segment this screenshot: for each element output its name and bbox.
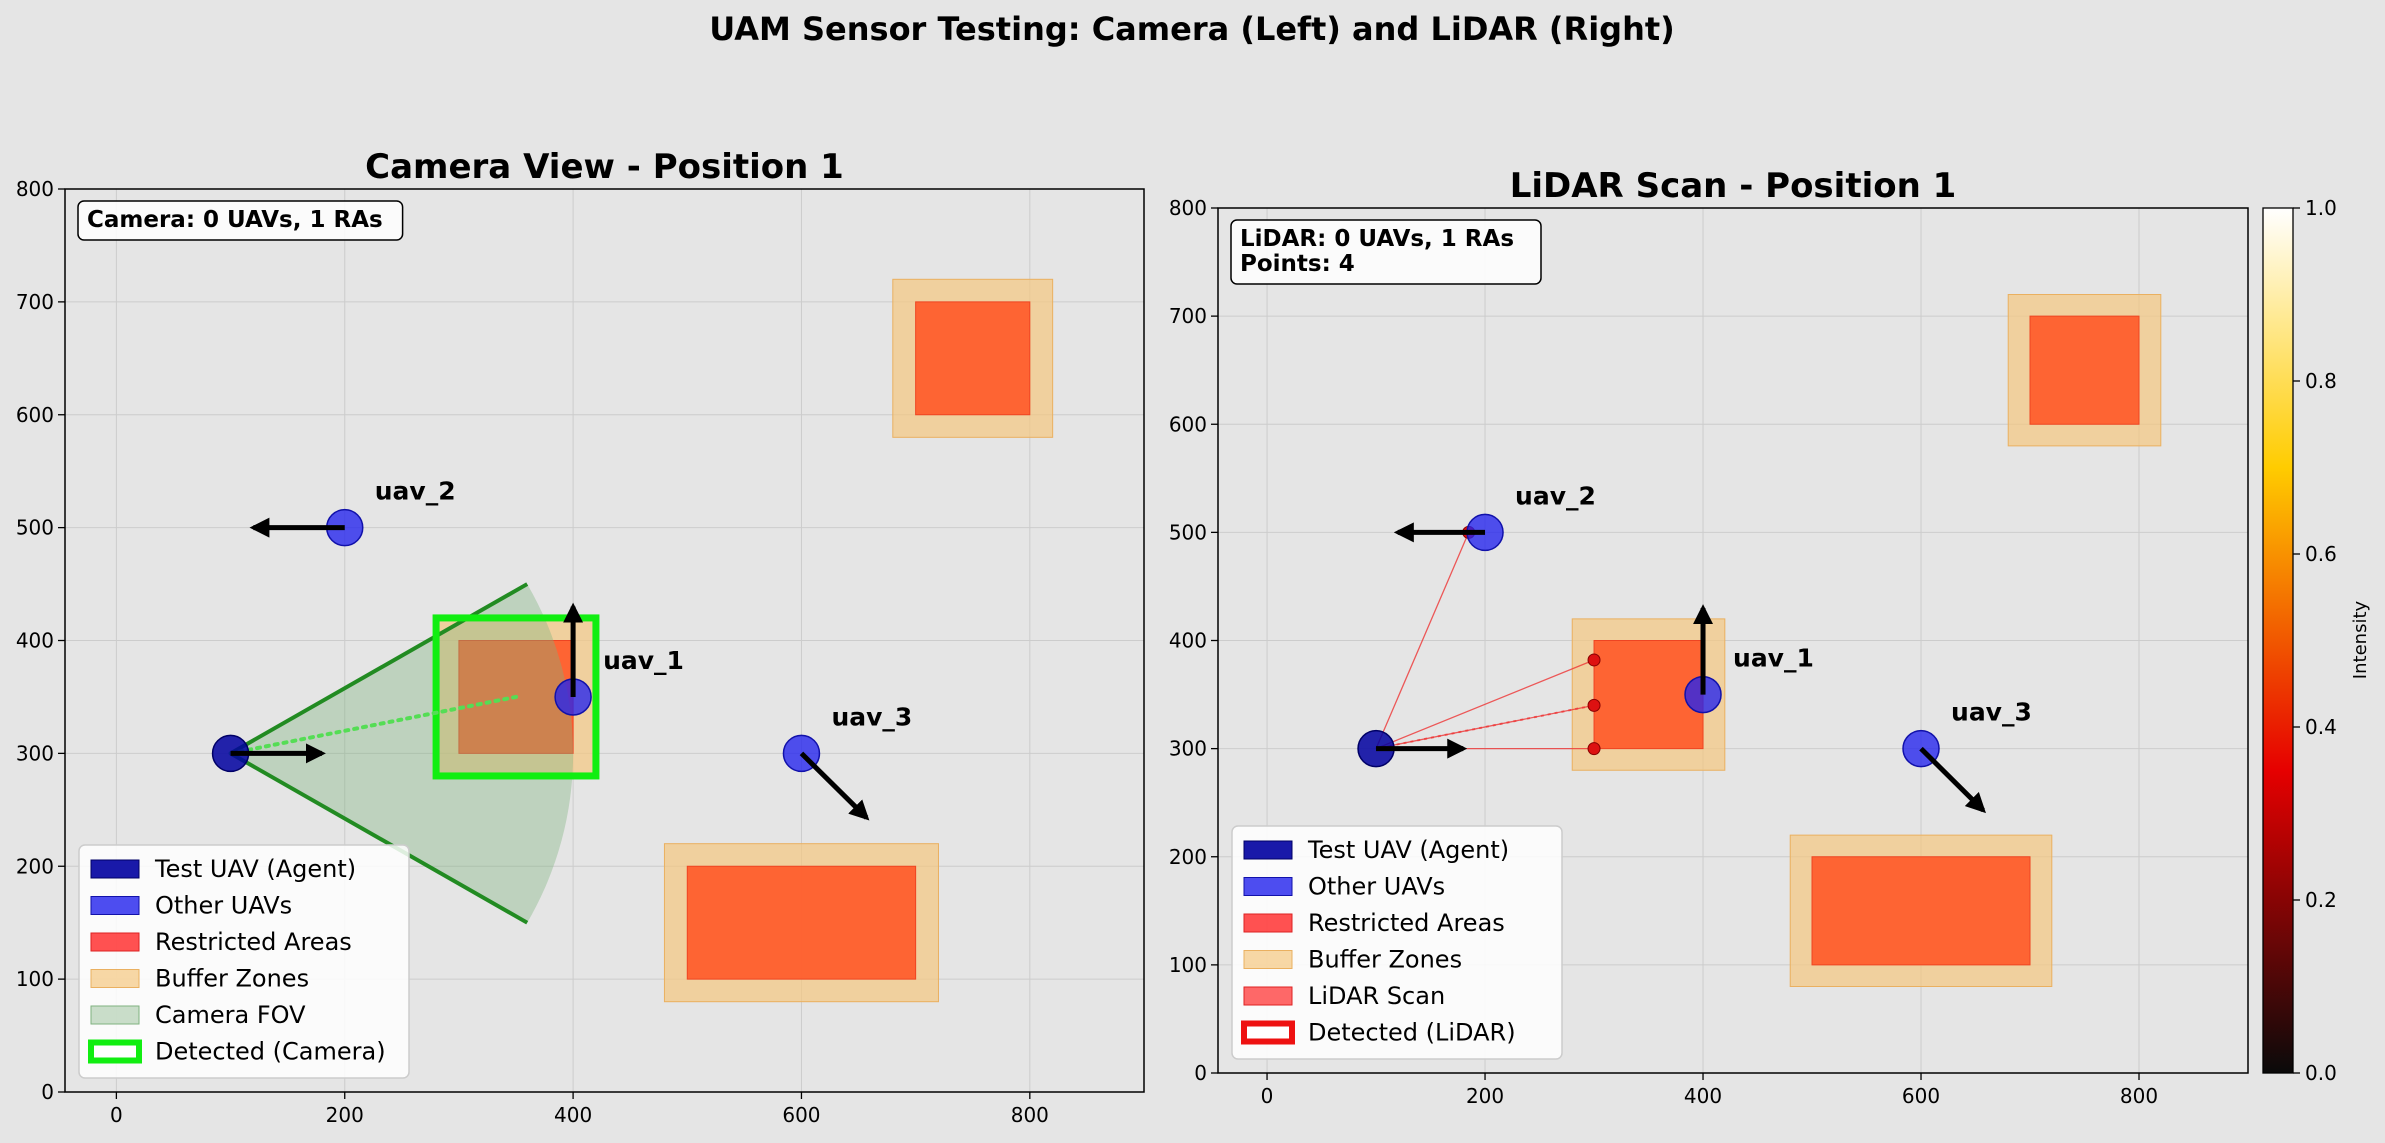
fov-edge-lower — [229, 751, 529, 925]
y-tick-label: 200 — [1169, 845, 1207, 869]
legend-label: Other UAVs — [155, 892, 292, 920]
y-tick-label: 300 — [1169, 737, 1207, 761]
camera-fov-sector — [230, 584, 574, 923]
info-text: Points: 4 — [1240, 251, 1355, 277]
uav-label: uav_3 — [831, 702, 912, 731]
uav-heading-arrow — [1919, 746, 1986, 814]
legend-label: Restricted Areas — [1308, 909, 1505, 937]
legend-label: Buffer Zones — [1308, 946, 1462, 974]
legend-label: Detected (Camera) — [155, 1038, 386, 1066]
colorbar-label: Intensity — [2350, 600, 2371, 679]
legend-swatch — [90, 969, 140, 988]
y-tick-label: 700 — [16, 290, 54, 314]
legend-box — [78, 844, 410, 1079]
panel-title: LiDAR Scan - Position 1 — [1510, 166, 1957, 206]
x-tick-label: 200 — [1466, 1084, 1504, 1108]
colorbar-tick-label: 0.4 — [2305, 715, 2337, 739]
colorbar-tick-label: 0.8 — [2305, 369, 2337, 393]
x-tick-label: 800 — [2120, 1084, 2158, 1108]
restricted-area — [915, 301, 1031, 416]
lidar-ray — [1375, 659, 1595, 750]
x-tick-label: 0 — [1261, 1084, 1274, 1108]
legend-swatch — [88, 1039, 142, 1064]
lidar-ray — [1375, 532, 1470, 749]
legend-swatch — [90, 932, 140, 952]
y-tick-label: 0 — [1194, 1061, 1207, 1085]
legend-label: Detected (LiDAR) — [1308, 1019, 1516, 1047]
uav-label: uav_2 — [375, 477, 456, 506]
legend-swatch — [90, 1005, 140, 1025]
uav-label: uav_1 — [1733, 644, 1814, 673]
info-box — [77, 200, 404, 241]
lidar-scan-panel: uav_1 uav_2 uav_3 0 200 400 600 800 0 100 200 300 40… — [1169, 166, 2249, 1108]
y-tick-label: 400 — [16, 629, 54, 653]
y-tick-label: 600 — [16, 403, 54, 427]
restricted-area — [2029, 315, 2140, 425]
legend-label: LiDAR Scan — [1308, 982, 1445, 1010]
legend-label: Restricted Areas — [155, 928, 352, 956]
legend-swatch — [90, 896, 140, 915]
lidar-ray-dotted — [1375, 704, 1595, 750]
lidar-point — [1587, 742, 1601, 756]
legend-label: Buffer Zones — [155, 965, 309, 993]
legend-swatch — [1243, 840, 1293, 860]
colorbar-tick-label: 1.0 — [2305, 196, 2337, 220]
y-tick-label: 700 — [1169, 304, 1207, 328]
y-tick-label: 300 — [16, 741, 54, 765]
legend-box — [1231, 825, 1563, 1060]
camera-view-panel: uav_1 uav_2 uav_3 0 200 400 600 800 0 100 200 300 40… — [16, 147, 1145, 1127]
legend-swatch — [1243, 877, 1293, 896]
y-tick-label: 200 — [16, 854, 54, 878]
y-tick-label: 800 — [1169, 196, 1207, 220]
detected-box — [432, 614, 600, 780]
panel-title: Camera View - Position 1 — [365, 147, 844, 187]
x-tick-label: 0 — [110, 1103, 123, 1127]
x-tick-label: 400 — [1684, 1084, 1722, 1108]
legend-swatch — [90, 859, 140, 879]
legend-swatch — [1241, 1020, 1295, 1045]
uav-label: uav_2 — [1515, 481, 1596, 510]
y-tick-label: 500 — [1169, 520, 1207, 544]
y-tick-label: 400 — [1169, 629, 1207, 653]
y-tick-label: 600 — [1169, 412, 1207, 436]
colorbar-tick-label: 0.2 — [2305, 888, 2337, 912]
uav-label: uav_3 — [1951, 698, 2032, 727]
legend-swatch — [1243, 986, 1293, 1006]
info-text: Camera: 0 UAVs, 1 RAs — [87, 207, 383, 233]
colorbar-tick-label: 0.6 — [2305, 542, 2337, 566]
y-tick-label: 100 — [16, 967, 54, 991]
detection-ray — [228, 694, 519, 756]
lidar-point — [1587, 653, 1601, 667]
uav-heading-arrow — [799, 751, 870, 821]
legend-label: Test UAV (Agent) — [1307, 836, 1509, 864]
x-tick-label: 200 — [326, 1103, 364, 1127]
legend-label: Test UAV (Agent) — [154, 855, 356, 883]
legend-swatch — [1243, 950, 1293, 969]
colorbar-gradient — [2262, 207, 2294, 1074]
restricted-area — [686, 865, 917, 980]
legend-label: Other UAVs — [1308, 873, 1445, 901]
uav-label: uav_1 — [603, 646, 684, 675]
x-tick-label: 400 — [554, 1103, 592, 1127]
legend-label: Camera FOV — [155, 1001, 306, 1029]
y-tick-label: 800 — [16, 177, 54, 201]
y-tick-label: 100 — [1169, 953, 1207, 977]
colorbar-tick-label: 0.0 — [2305, 1061, 2337, 1085]
fov-edge-upper — [229, 582, 529, 756]
legend-swatch — [1243, 913, 1293, 933]
info-box — [1230, 219, 1542, 285]
figure-title: UAM Sensor Testing: Camera (Left) and Li… — [709, 10, 1675, 48]
intensity-colorbar: 0.0 0.2 0.4 0.6 0.8 1.0 Intensity — [2262, 196, 2371, 1085]
y-tick-label: 0 — [41, 1080, 54, 1104]
x-tick-label: 800 — [1011, 1103, 1049, 1127]
info-text: LiDAR: 0 UAVs, 1 RAs — [1240, 226, 1514, 252]
x-tick-label: 600 — [1902, 1084, 1940, 1108]
x-tick-label: 600 — [782, 1103, 820, 1127]
lidar-point — [1587, 698, 1601, 712]
restricted-area — [1811, 856, 2031, 966]
y-tick-label: 500 — [16, 516, 54, 540]
